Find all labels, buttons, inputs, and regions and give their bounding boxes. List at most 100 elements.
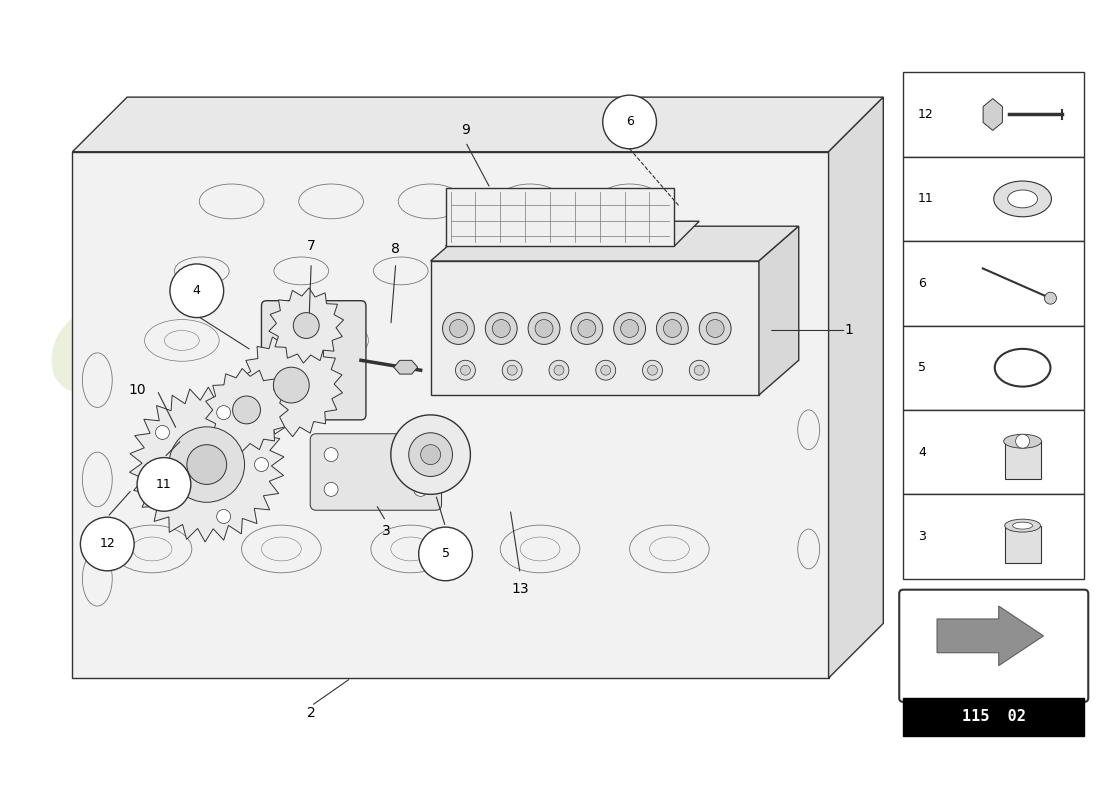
Circle shape [169,264,223,318]
Circle shape [571,313,603,344]
Circle shape [663,319,681,338]
Circle shape [274,367,309,403]
Circle shape [169,427,244,502]
Circle shape [596,360,616,380]
Text: 2: 2 [307,706,316,720]
Circle shape [700,313,732,344]
Circle shape [1015,434,1030,448]
Circle shape [507,366,517,375]
Circle shape [138,458,190,511]
Ellipse shape [1008,190,1037,208]
Circle shape [690,360,710,380]
Text: 12: 12 [99,538,116,550]
Circle shape [155,426,169,439]
Bar [903,72,1085,157]
Polygon shape [759,226,799,395]
Text: 6: 6 [626,115,634,129]
Circle shape [390,415,471,494]
Text: 1: 1 [844,323,852,338]
Circle shape [485,313,517,344]
Text: 9: 9 [461,123,470,137]
Text: 3: 3 [382,524,390,538]
Circle shape [706,319,724,338]
Text: 8: 8 [392,242,400,256]
Circle shape [554,366,564,375]
Ellipse shape [993,181,1052,217]
Circle shape [528,313,560,344]
Text: 11: 11 [156,478,172,491]
Text: 7: 7 [307,239,316,253]
Circle shape [461,366,471,375]
Circle shape [614,313,646,344]
Circle shape [493,319,510,338]
Ellipse shape [1004,519,1041,532]
Circle shape [578,319,596,338]
Text: 12: 12 [918,108,934,121]
Circle shape [294,313,319,338]
Circle shape [414,482,428,496]
Ellipse shape [1003,434,1042,448]
Circle shape [450,319,468,338]
Circle shape [642,360,662,380]
Bar [903,241,1085,326]
Circle shape [414,448,428,462]
Bar [903,326,1085,410]
Circle shape [217,510,231,523]
Polygon shape [73,97,883,152]
Polygon shape [240,334,342,437]
Polygon shape [430,226,799,261]
Text: a passion for parts: a passion for parts [466,394,634,446]
Polygon shape [937,606,1044,666]
Circle shape [601,366,610,375]
Circle shape [535,319,553,338]
Circle shape [620,319,639,338]
Circle shape [217,406,231,419]
Ellipse shape [1013,522,1033,529]
Text: a passion for parts: a passion for parts [267,454,434,506]
Circle shape [657,313,689,344]
Circle shape [503,360,522,380]
Circle shape [324,482,338,496]
Text: 3: 3 [918,530,926,543]
Text: 5: 5 [918,362,926,374]
Text: 13: 13 [512,582,529,596]
Polygon shape [73,152,828,678]
Circle shape [603,95,657,149]
FancyBboxPatch shape [262,301,366,420]
Bar [1004,442,1041,479]
Circle shape [419,527,472,581]
Text: 115  02: 115 02 [961,710,1025,724]
Polygon shape [446,189,674,246]
Polygon shape [130,387,284,542]
Circle shape [1045,292,1056,304]
Text: ces: ces [685,431,872,528]
Circle shape [155,490,169,504]
Polygon shape [394,360,418,374]
Polygon shape [206,369,288,451]
Circle shape [442,313,474,344]
Circle shape [324,448,338,462]
Text: 4: 4 [192,284,200,298]
Circle shape [80,517,134,571]
Circle shape [420,445,441,465]
Text: 11: 11 [918,193,934,206]
Text: eu: eu [46,276,258,425]
Circle shape [409,433,452,477]
Polygon shape [983,98,1002,130]
Circle shape [694,366,704,375]
Circle shape [187,445,227,485]
Text: 10: 10 [129,383,146,397]
FancyBboxPatch shape [310,434,441,510]
Circle shape [254,458,268,471]
Bar [1004,526,1041,563]
Bar [903,494,1085,578]
Circle shape [232,396,261,424]
Polygon shape [446,222,700,246]
Bar [903,410,1085,494]
Text: 6: 6 [918,277,926,290]
Circle shape [549,360,569,380]
Polygon shape [268,288,343,363]
Polygon shape [828,97,883,678]
Polygon shape [430,261,759,395]
Bar [903,157,1085,241]
